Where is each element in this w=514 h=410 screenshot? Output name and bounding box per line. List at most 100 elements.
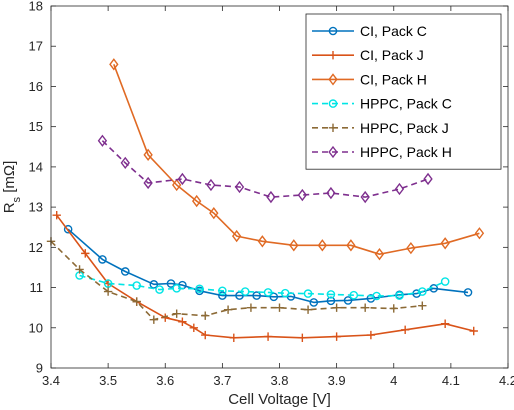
data-point	[423, 172, 433, 186]
data-point	[229, 333, 238, 343]
data-point	[103, 279, 113, 288]
data-point	[374, 248, 385, 261]
series-5	[97, 134, 433, 204]
x-tick-label: 3.9	[328, 373, 346, 388]
legend-entry-4: HPPC, Pack J	[312, 120, 449, 136]
data-point	[172, 284, 181, 293]
legend-label: HPPC, Pack J	[360, 120, 449, 136]
x-tick-label: 3.5	[99, 373, 117, 388]
legend-label: HPPC, Pack H	[360, 144, 452, 160]
data-point	[155, 285, 164, 294]
data-point	[231, 229, 242, 243]
data-point	[360, 303, 370, 312]
data-point	[349, 290, 359, 300]
series-line	[67, 228, 469, 304]
legend-marker	[328, 51, 338, 60]
data-point	[201, 330, 210, 340]
y-axis-title-unit: [mΩ]	[1, 161, 18, 197]
data-point	[223, 305, 233, 314]
series-line	[101, 140, 429, 198]
data-point	[132, 297, 141, 306]
data-point	[372, 291, 381, 301]
data-point	[418, 287, 427, 296]
data-point	[297, 188, 308, 202]
data-point	[252, 291, 261, 300]
legend: CI, Pack C CI, Pack J CI, Pack H HPPC, Pack…	[305, 13, 502, 170]
data-point	[172, 309, 181, 318]
y-tick-label: 18	[29, 0, 43, 14]
data-point	[469, 326, 478, 336]
data-point	[166, 279, 176, 288]
legend-entry-5: HPPC, Pack H	[312, 144, 452, 160]
data-point	[326, 186, 336, 200]
data-point	[394, 182, 405, 196]
legend-entry-3: HPPC, Pack C	[312, 96, 452, 112]
legend-label: CI, Pack C	[360, 23, 427, 39]
x-tick-label: 3.4	[42, 373, 60, 388]
data-point	[275, 303, 284, 312]
data-point	[218, 286, 227, 296]
data-point	[400, 325, 410, 334]
legend-marker	[328, 99, 338, 108]
data-point	[206, 178, 216, 192]
data-point	[303, 289, 313, 298]
data-point	[332, 332, 341, 341]
legend-entry-2: CI, Pack H	[312, 71, 427, 87]
series-2	[109, 58, 485, 261]
data-point	[63, 224, 73, 234]
data-point	[474, 227, 485, 240]
data-point	[440, 277, 450, 286]
data-point	[81, 249, 90, 258]
data-point	[303, 305, 313, 314]
data-point	[218, 291, 227, 300]
data-point	[120, 156, 130, 170]
data-point	[75, 265, 84, 274]
series-line	[113, 64, 480, 255]
legend-label: CI, Pack J	[360, 47, 424, 63]
data-point	[366, 330, 376, 340]
data-point	[246, 303, 256, 312]
data-point	[109, 58, 119, 71]
data-point	[266, 190, 276, 204]
data-point	[189, 323, 199, 332]
data-point	[263, 288, 273, 297]
legend-box	[305, 13, 502, 170]
legend-label: HPPC, Pack C	[360, 96, 452, 112]
data-point	[191, 194, 202, 208]
legend-entry-0: CI, Pack C	[312, 23, 427, 39]
data-point	[440, 319, 450, 328]
data-point	[143, 176, 153, 190]
data-point	[326, 296, 336, 306]
data-point	[326, 290, 336, 299]
data-point	[463, 288, 473, 297]
data-point	[263, 332, 273, 341]
y-axis-title-sub: s	[11, 196, 23, 202]
data-point	[149, 315, 159, 324]
data-point	[317, 239, 328, 252]
series-layer	[46, 58, 485, 343]
y-axis-title-main: R	[1, 202, 18, 213]
series-4	[46, 237, 427, 324]
data-point	[309, 298, 319, 307]
data-point	[406, 241, 416, 255]
y-tick-label: 10	[29, 320, 43, 335]
data-point	[201, 311, 210, 320]
data-point	[209, 206, 219, 220]
y-tick-label: 13	[29, 200, 43, 215]
data-point	[289, 239, 299, 252]
data-point	[418, 301, 427, 310]
data-point	[103, 287, 113, 296]
data-point	[52, 210, 61, 220]
data-point	[97, 134, 108, 147]
data-point	[298, 333, 307, 343]
y-tick-label: 16	[29, 79, 43, 94]
data-point	[395, 291, 404, 300]
series-line	[50, 240, 423, 321]
y-axis-title: Rs [mΩ]	[1, 161, 23, 214]
data-point	[389, 304, 398, 313]
x-tick-label: 4.2	[499, 373, 514, 388]
y-tick-label: 12	[29, 240, 43, 255]
data-point	[343, 296, 353, 305]
data-point	[177, 172, 188, 186]
